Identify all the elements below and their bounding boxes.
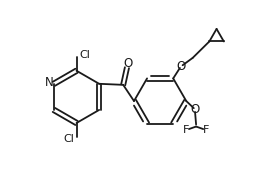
Text: Cl: Cl [79, 50, 90, 61]
Text: Cl: Cl [64, 134, 75, 144]
Text: F: F [183, 125, 190, 135]
Text: O: O [177, 60, 186, 73]
Text: O: O [191, 103, 200, 116]
Text: N: N [45, 76, 54, 89]
Text: F: F [203, 125, 209, 135]
Text: O: O [123, 57, 132, 70]
